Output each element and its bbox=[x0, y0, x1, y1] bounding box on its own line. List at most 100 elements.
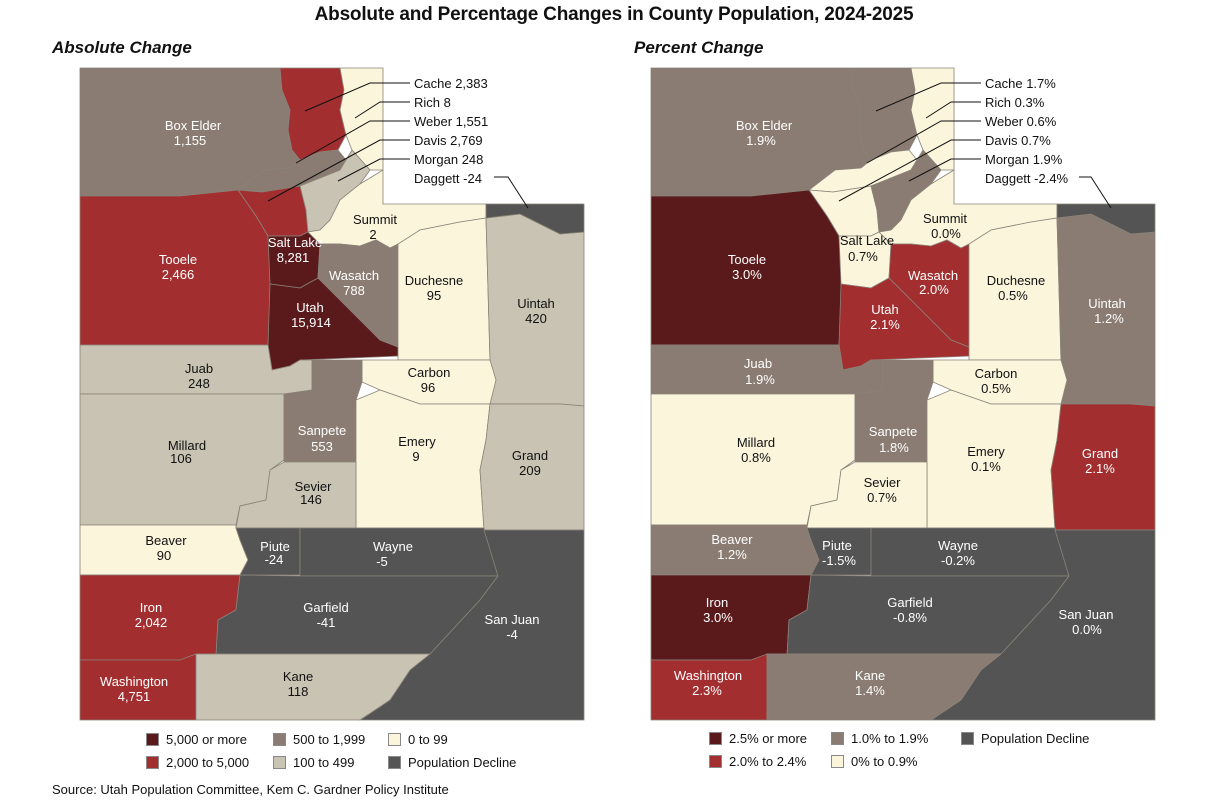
label-summit-value: 0.0% bbox=[931, 226, 961, 241]
label-wasatch-value: 788 bbox=[343, 283, 365, 298]
legend-item-decline: Population Decline bbox=[961, 731, 1089, 746]
label-piute-name: Piute bbox=[260, 539, 290, 554]
label-millard-name: Millard bbox=[168, 438, 206, 453]
label-sanpete-value: 1.8% bbox=[879, 440, 909, 455]
legend-label: 0 to 99 bbox=[408, 732, 448, 747]
label-wasatch-name: Wasatch bbox=[908, 268, 958, 283]
label-juab-value: 1.9% bbox=[745, 372, 775, 387]
label-sevier-name: Sevier bbox=[864, 475, 902, 490]
callout-rich: Rich 8 bbox=[414, 95, 451, 110]
callout-morgan: Morgan 248 bbox=[414, 152, 483, 167]
legend-swatch bbox=[273, 756, 286, 769]
label-sevier-name: Sevier bbox=[295, 479, 333, 494]
label-garfield-value: -41 bbox=[317, 615, 336, 630]
county-emery[interactable] bbox=[355, 389, 491, 529]
legend-item-100-499: 100 to 499 bbox=[273, 755, 354, 770]
legend-item-1-0-1-9: 1.0% to 1.9% bbox=[831, 731, 928, 746]
label-beaver-value: 90 bbox=[157, 548, 171, 563]
label-salt-lake-value: 0.7% bbox=[848, 249, 878, 264]
label-kane-name: Kane bbox=[855, 668, 885, 683]
label-juab-name: Juab bbox=[185, 361, 213, 376]
label-emery-name: Emery bbox=[398, 434, 436, 449]
legend-label: 100 to 499 bbox=[293, 755, 355, 770]
label-uintah-value: 1.2% bbox=[1094, 311, 1124, 326]
label-salt-lake-value: 8,281 bbox=[277, 250, 310, 265]
label-san-juan-name: San Juan bbox=[1059, 607, 1114, 622]
legend-item-2-0-2-4: 2.0% to 2.4% bbox=[709, 754, 806, 769]
label-duchesne-name: Duchesne bbox=[405, 273, 464, 288]
label-piute-value: -1.5% bbox=[822, 553, 856, 568]
legend-swatch bbox=[709, 732, 722, 745]
legend-item-decline: Population Decline bbox=[388, 755, 516, 770]
label-sanpete-value: 553 bbox=[311, 439, 333, 454]
label-wayne-name: Wayne bbox=[373, 539, 413, 554]
label-sevier-value: 146 bbox=[300, 492, 322, 507]
label-duchesne-value: 95 bbox=[427, 288, 441, 303]
leader-cache bbox=[875, 82, 981, 112]
label-garfield-value: -0.8% bbox=[893, 610, 927, 625]
label-san-juan-name: San Juan bbox=[485, 612, 540, 627]
callout-rich: Rich 0.3% bbox=[985, 95, 1045, 110]
label-millard-value: 0.8% bbox=[741, 450, 771, 465]
label-uintah-value: 420 bbox=[525, 311, 547, 326]
callout-area bbox=[384, 68, 584, 203]
label-tooele-name: Tooele bbox=[728, 252, 766, 267]
label-sevier-value: 0.7% bbox=[867, 490, 897, 505]
label-iron-value: 2,042 bbox=[135, 615, 168, 630]
label-beaver-name: Beaver bbox=[145, 533, 187, 548]
legend-label: 1.0% to 1.9% bbox=[851, 731, 929, 746]
label-duchesne-value: 0.5% bbox=[998, 288, 1028, 303]
legend-swatch bbox=[831, 755, 844, 768]
label-salt-lake-name: Salt Lake bbox=[840, 233, 894, 248]
callout-daggett: Daggett -2.4% bbox=[985, 171, 1069, 186]
label-juab-value: 248 bbox=[188, 376, 210, 391]
legend-label: Population Decline bbox=[408, 755, 517, 770]
legend-swatch bbox=[388, 733, 401, 746]
label-uintah-name: Uintah bbox=[517, 296, 555, 311]
legend-swatch bbox=[709, 755, 722, 768]
label-carbon-name: Carbon bbox=[408, 365, 451, 380]
leader-rich bbox=[925, 101, 981, 119]
label-utah-value: 15,914 bbox=[291, 315, 331, 330]
callout-daggett: Daggett -24 bbox=[414, 171, 482, 186]
label-carbon-name: Carbon bbox=[975, 366, 1018, 381]
label-summit-name: Summit bbox=[353, 212, 397, 227]
label-washington-value: 4,751 bbox=[118, 689, 151, 704]
label-washington-name: Washington bbox=[674, 668, 742, 683]
legend-label: 0% to 0.9% bbox=[851, 754, 918, 769]
label-piute-value: -24 bbox=[265, 552, 284, 567]
legend-label: 2,000 to 5,000 bbox=[166, 755, 250, 770]
legend-item-2-5-plus: 2.5% or more bbox=[709, 731, 807, 746]
label-uintah-name: Uintah bbox=[1088, 296, 1126, 311]
leader-davis bbox=[267, 139, 410, 202]
legend-swatch bbox=[961, 732, 974, 745]
callout-cache: Cache 2,383 bbox=[414, 76, 488, 91]
legend-item-0-99: 0 to 99 bbox=[388, 732, 448, 747]
callout-weber: Weber 0.6% bbox=[985, 114, 1057, 129]
label-iron-value: 3.0% bbox=[703, 610, 733, 625]
label-sanpete-name: Sanpete bbox=[298, 423, 346, 438]
label-beaver-value: 1.2% bbox=[717, 547, 747, 562]
legend-label: 2.5% or more bbox=[729, 731, 808, 746]
label-utah-name: Utah bbox=[296, 300, 323, 315]
label-carbon-value: 96 bbox=[421, 380, 435, 395]
legend-label: 500 to 1,999 bbox=[293, 732, 366, 747]
label-san-juan-value: 0.0% bbox=[1072, 622, 1102, 637]
label-box-elder-name: Box Elder bbox=[165, 118, 222, 133]
leader-morgan bbox=[337, 158, 410, 182]
label-tooele-name: Tooele bbox=[159, 252, 197, 267]
percent-change-subtitle: Percent Change bbox=[634, 38, 764, 57]
label-carbon-value: 0.5% bbox=[981, 381, 1011, 396]
callout-davis: Davis 0.7% bbox=[985, 133, 1051, 148]
leader-daggett bbox=[1079, 176, 1112, 209]
legend-swatch bbox=[146, 756, 159, 769]
leader-rich bbox=[354, 101, 410, 119]
county-duchesne[interactable] bbox=[397, 217, 491, 361]
label-duchesne-name: Duchesne bbox=[987, 273, 1046, 288]
leader-cache bbox=[304, 82, 410, 112]
leader-daggett bbox=[494, 176, 529, 209]
legend-item-2000-5000: 2,000 to 5,000 bbox=[146, 755, 249, 770]
label-wayne-name: Wayne bbox=[938, 538, 978, 553]
absolute-change-subtitle: Absolute Change bbox=[52, 38, 192, 57]
